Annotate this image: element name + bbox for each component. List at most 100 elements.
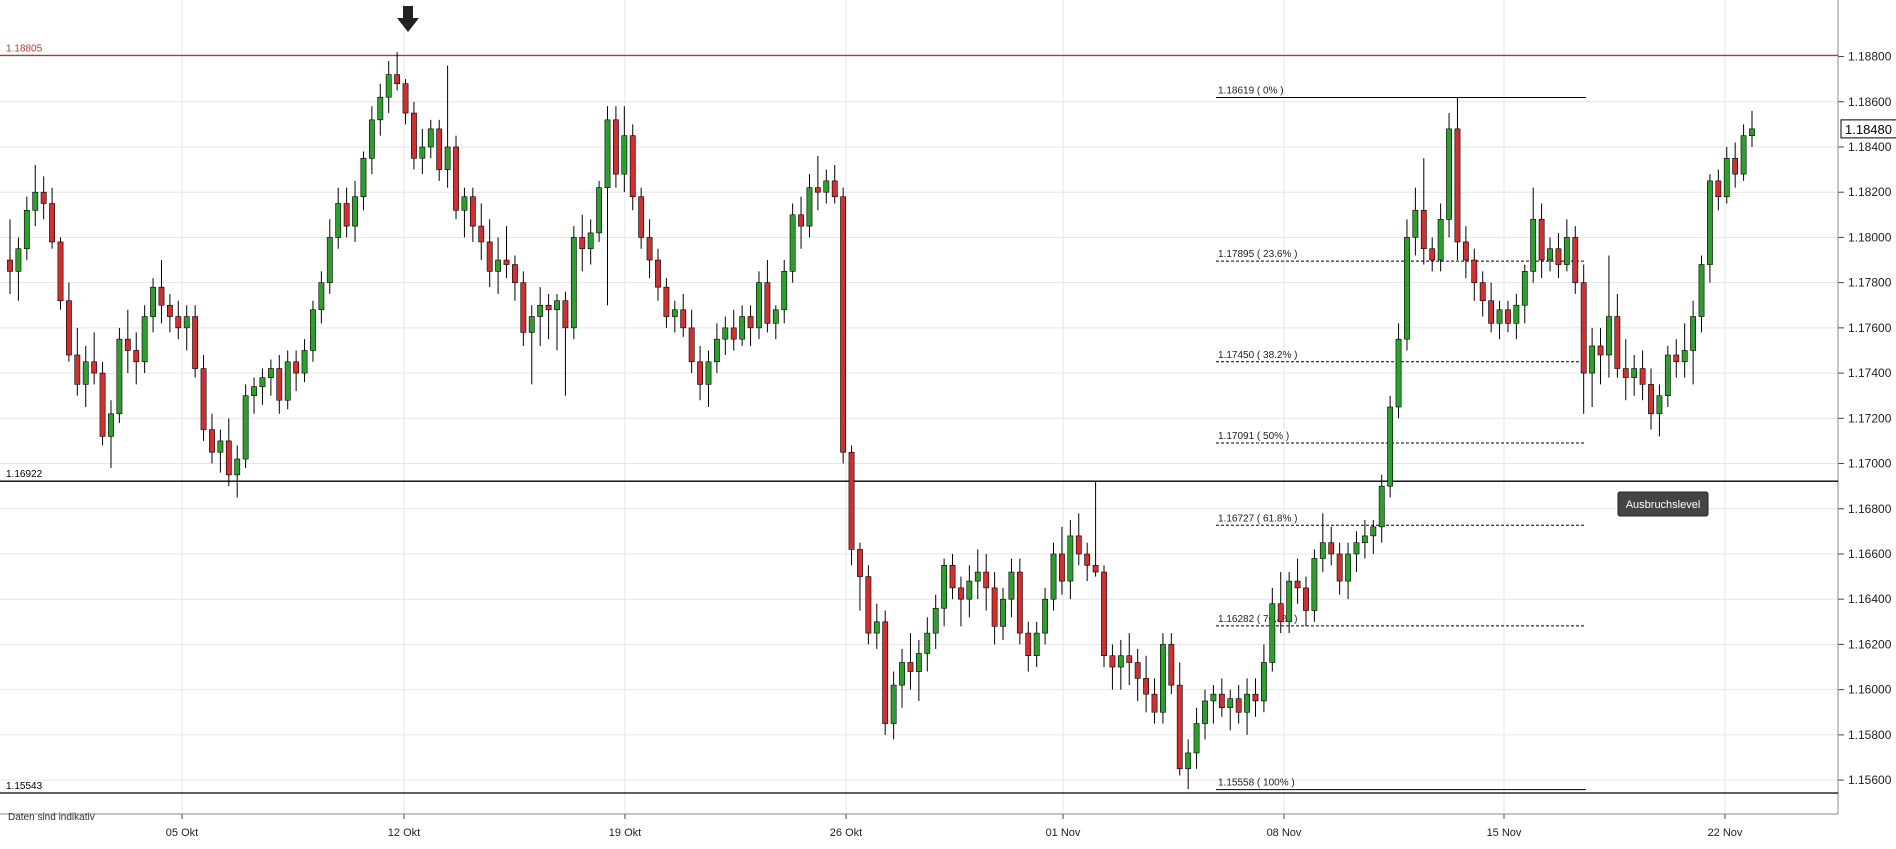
candle-body <box>65 300 72 356</box>
y-tick-label: 1.18600 <box>1848 95 1892 109</box>
candle-body <box>267 368 274 378</box>
candle-body <box>882 621 889 724</box>
candle-body <box>1530 219 1537 272</box>
candle-body <box>150 286 156 317</box>
candle-body <box>419 146 426 159</box>
candle-body <box>697 361 703 385</box>
candle-body <box>436 128 443 170</box>
candle-body <box>1235 698 1242 713</box>
candle-body <box>941 564 948 609</box>
candle-body <box>747 316 754 329</box>
candle-body <box>966 580 973 600</box>
candle-body <box>781 271 788 311</box>
candle-body <box>554 300 560 311</box>
candle-body <box>57 241 64 302</box>
fib-label: 1.17091 ( 50% ) <box>1218 431 1289 442</box>
candle-body <box>326 237 333 283</box>
candle-body <box>1059 553 1065 582</box>
candle-body <box>23 209 30 250</box>
fib-label: 1.17895 ( 23.6% ) <box>1218 249 1298 260</box>
candle-body <box>1429 248 1436 261</box>
candle-body <box>1387 406 1394 487</box>
candle-body <box>133 350 140 363</box>
candle-body <box>1311 558 1318 611</box>
candle-body <box>596 187 602 234</box>
candle-body <box>823 180 830 193</box>
y-tick-label: 1.17800 <box>1848 276 1892 290</box>
candle-body <box>671 309 678 317</box>
candle-body <box>1395 338 1402 408</box>
candles <box>7 52 1755 790</box>
y-tick-label: 1.16000 <box>1848 683 1892 697</box>
candle-body <box>629 135 636 198</box>
candle-body <box>183 316 190 329</box>
candle-body <box>1361 535 1368 543</box>
candle-body <box>74 354 81 385</box>
candle-body <box>1622 368 1629 378</box>
candle-body <box>915 653 922 672</box>
candle-body <box>1479 282 1486 302</box>
candle-body <box>503 259 510 265</box>
x-tick-label: 19 Okt <box>609 827 641 839</box>
candle-body <box>873 621 880 634</box>
candle-body <box>798 214 804 227</box>
candle-body <box>1547 248 1553 261</box>
candle-body <box>814 187 821 193</box>
fib-label: 1.15558 ( 100% ) <box>1218 778 1295 789</box>
candle-body <box>242 395 249 460</box>
candle-body <box>528 316 535 333</box>
y-axis: 1.18800 1.18600 1.18400 1.18200 1.18000 1.178… <box>1837 0 1892 814</box>
candle-body <box>545 304 552 311</box>
candle-body <box>1538 219 1545 261</box>
candle-body <box>469 196 476 227</box>
candle-body <box>1092 564 1099 573</box>
fib-label: 1.16282 ( 76.4% ) <box>1218 614 1298 625</box>
candle-body <box>713 338 720 363</box>
candle-body <box>335 203 342 238</box>
candle-body <box>1042 598 1049 634</box>
candle-body <box>1740 135 1747 175</box>
y-tick-label: 1.17600 <box>1848 321 1892 335</box>
candle-body <box>293 361 300 374</box>
candle-body <box>1606 316 1612 356</box>
candle-body <box>1210 693 1217 702</box>
candle-body <box>688 327 695 363</box>
candle-body <box>116 338 123 415</box>
candle-body <box>234 458 241 476</box>
footer-note: Daten sind indikativ <box>8 812 95 823</box>
candle-body <box>1117 655 1124 668</box>
candle-body <box>1471 259 1478 283</box>
candle-body <box>1690 316 1697 351</box>
candle-body <box>478 225 485 243</box>
candle-body <box>722 327 729 340</box>
candle-body <box>1370 526 1377 537</box>
candle-body <box>562 300 569 329</box>
candle-body <box>200 368 207 430</box>
candle-body <box>983 571 990 589</box>
candle-body <box>1563 237 1570 265</box>
candle-body <box>1749 128 1755 136</box>
current-price-tag: 1.18480 <box>1840 119 1896 139</box>
candle-body <box>1446 128 1452 220</box>
candle-body <box>15 248 22 272</box>
candle-body <box>394 74 401 84</box>
candle-body <box>932 607 939 634</box>
candle-body <box>604 119 611 188</box>
candle-body <box>124 338 131 351</box>
candle-body <box>1580 282 1587 374</box>
candle-body <box>537 304 544 317</box>
y-tick-label: 1.16400 <box>1848 592 1892 606</box>
x-tick-label: 22 Nov <box>1708 827 1743 839</box>
candle-body <box>385 74 392 98</box>
candle-body <box>1437 219 1444 261</box>
candle-body <box>1673 354 1680 363</box>
candle-body <box>1488 300 1495 324</box>
candle-body <box>377 96 384 121</box>
candle-body <box>520 282 527 333</box>
candle-body <box>166 304 173 317</box>
candle-body <box>1589 345 1596 374</box>
candle-body <box>865 576 872 634</box>
candle-body <box>1202 700 1208 724</box>
candle-body <box>1353 542 1360 555</box>
